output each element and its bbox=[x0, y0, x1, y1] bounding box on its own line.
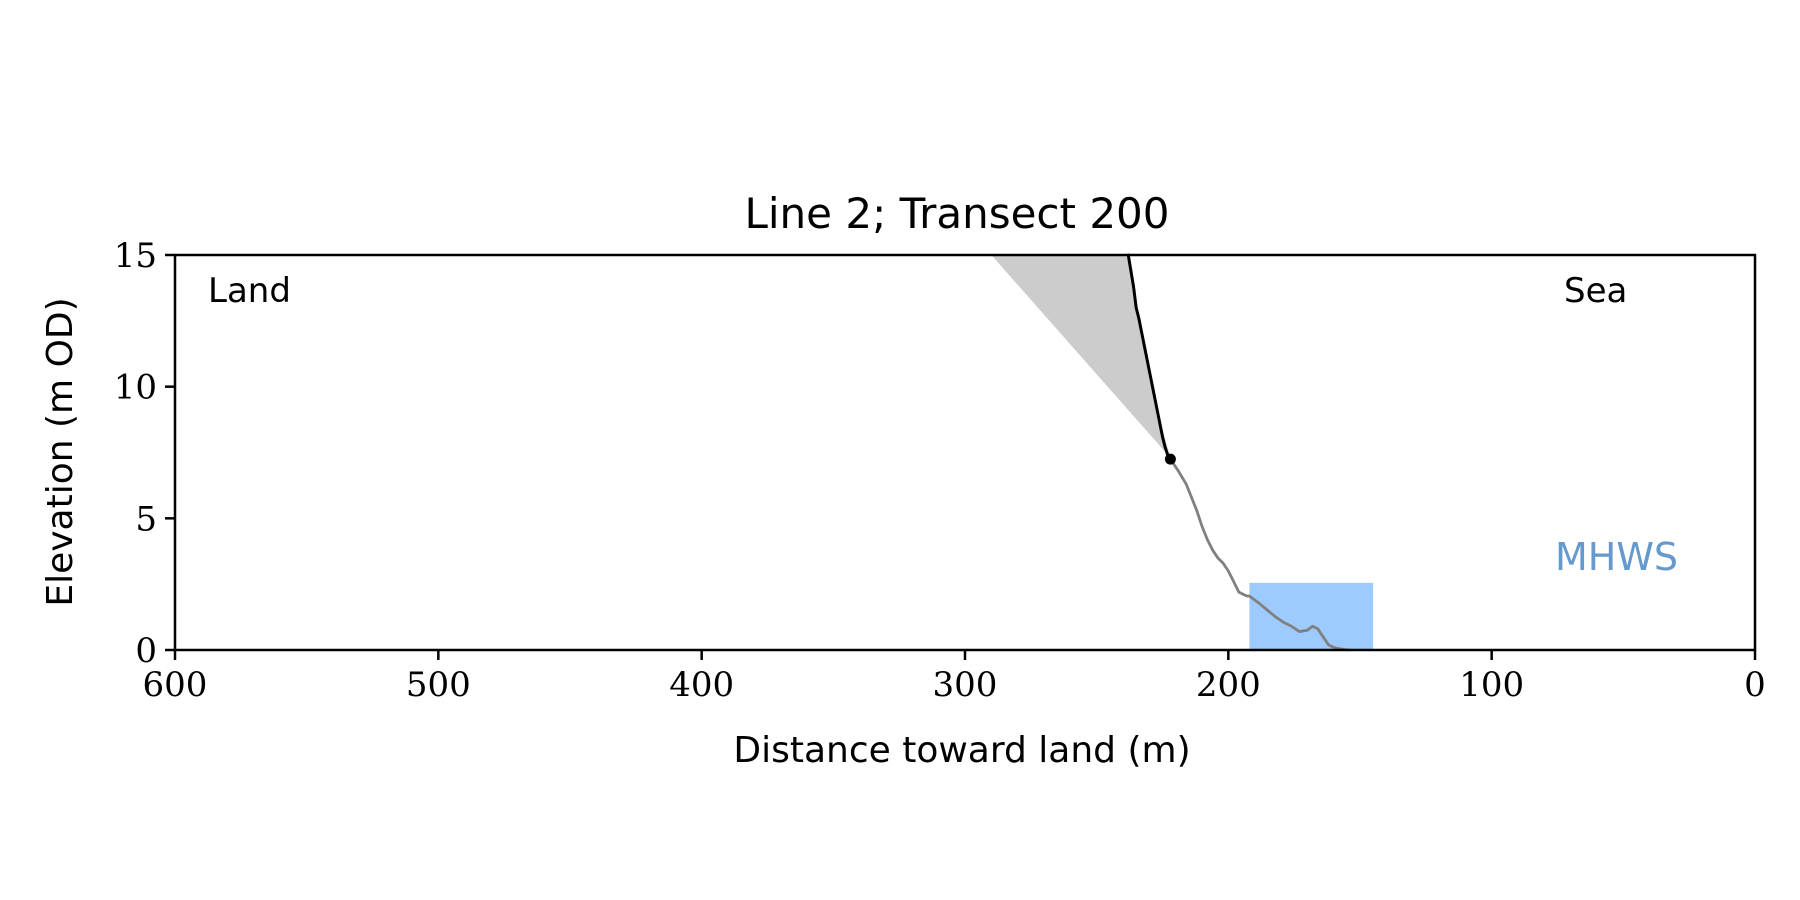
x-tick-label: 600 bbox=[143, 665, 208, 705]
x-tick-label: 500 bbox=[406, 665, 471, 705]
cliff-line bbox=[1126, 253, 1172, 461]
y-axis: 0 5 10 15 bbox=[114, 236, 175, 671]
y-tick-label: 15 bbox=[114, 236, 157, 276]
sea-annotation: Sea bbox=[1564, 271, 1627, 311]
y-tick-label: 5 bbox=[135, 499, 157, 539]
x-tick-label: 200 bbox=[1196, 665, 1261, 705]
chart-title: Line 2; Transect 200 bbox=[744, 189, 1169, 238]
plot-frame bbox=[173, 253, 1757, 652]
x-tick-label: 400 bbox=[669, 665, 734, 705]
land-annotation: Land bbox=[208, 271, 291, 311]
shaded-wedge bbox=[991, 255, 1171, 458]
x-tick-label: 0 bbox=[1744, 665, 1766, 705]
y-tick-label: 0 bbox=[135, 631, 157, 671]
x-tick-label: 300 bbox=[933, 665, 998, 705]
profile-line bbox=[1169, 457, 1351, 652]
x-axis-label: Distance toward land (m) bbox=[733, 730, 1190, 771]
plot-area bbox=[991, 253, 1374, 652]
y-tick-label: 10 bbox=[114, 368, 157, 408]
x-axis: 600 500 400 300 200 100 0 bbox=[143, 650, 1766, 705]
mhws-band bbox=[1249, 582, 1374, 650]
x-tick-label: 100 bbox=[1459, 665, 1524, 705]
cliff-toe-point bbox=[1164, 453, 1176, 465]
y-axis-label: Elevation (m OD) bbox=[40, 297, 81, 606]
mhws-annotation: MHWS bbox=[1555, 535, 1678, 579]
